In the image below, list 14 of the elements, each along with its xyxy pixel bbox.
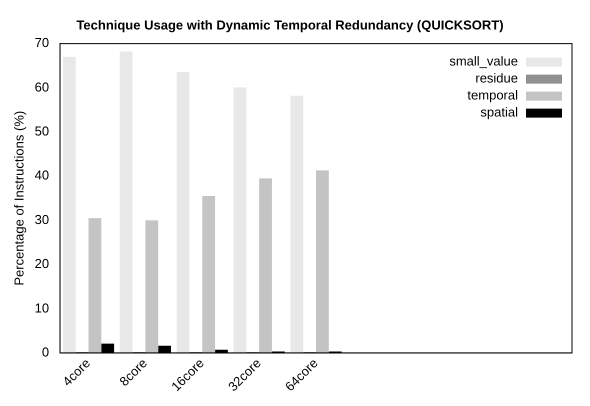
y-tick-label: 60 — [34, 79, 50, 94]
chart-title: Technique Usage with Dynamic Temporal Redundancy (QUICKSORT) — [76, 17, 504, 32]
y-axis-title: Percentage of Instructions (%) — [11, 110, 26, 286]
y-tick-label: 0 — [42, 344, 50, 360]
y-tick-label: 70 — [34, 35, 50, 50]
legend-label: small_value — [449, 54, 518, 69]
y-tick-label: 30 — [34, 212, 50, 227]
y-tick-label: 40 — [34, 168, 50, 183]
y-tick-label: 20 — [34, 256, 50, 272]
legend-label: spatial — [480, 104, 518, 120]
legend-label: temporal — [467, 88, 518, 103]
y-tick-label: 10 — [34, 300, 50, 316]
legend-label: residue — [475, 70, 518, 86]
y-tick-label: 50 — [34, 124, 50, 139]
